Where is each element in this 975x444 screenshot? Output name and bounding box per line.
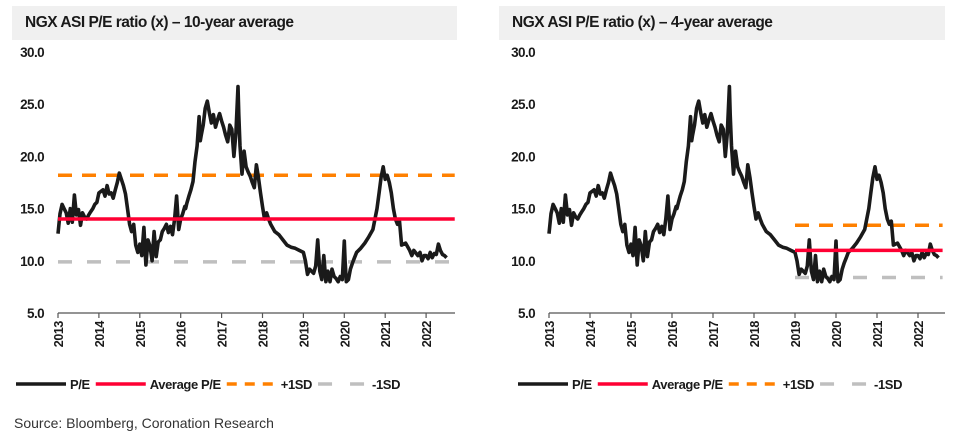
x-tick-label: 2018 <box>257 321 271 348</box>
y-tick-label: 20.0 <box>511 149 535 164</box>
source-note: Source: Bloomberg, Coronation Research <box>14 415 274 431</box>
legend-minus-1sd-label: -1SD <box>372 377 400 392</box>
x-tick-label: 2019 <box>789 321 803 348</box>
x-tick-label: 2019 <box>297 321 311 348</box>
y-tick-label: 25.0 <box>511 97 535 112</box>
legend-average-pe-label: Average P/E <box>652 377 724 392</box>
x-tick-label: 2021 <box>379 321 393 348</box>
y-tick-label: 30.0 <box>20 45 44 60</box>
y-tick-label: 5.0 <box>27 306 44 321</box>
chart-panel-4-year: 30.0 25.0 20.0 15.0 10.0 5.0 2013 2014 2015 2016 2… <box>511 45 945 392</box>
pe-series-line <box>56 84 448 284</box>
y-tick-label: 5.0 <box>518 306 535 321</box>
legend-plus-1sd-label: +1SD <box>281 377 312 392</box>
x-tick-label: 2017 <box>216 321 230 348</box>
x-tick-label: 2020 <box>338 321 352 348</box>
y-tick-label: 10.0 <box>511 254 535 269</box>
x-tick-label: 2020 <box>830 321 844 348</box>
y-tick-label: 10.0 <box>20 254 44 269</box>
legend-average-pe-label: Average P/E <box>150 377 222 392</box>
x-tick-label: 2016 <box>666 321 680 348</box>
x-tick-label: 2021 <box>871 321 885 348</box>
x-tick-label: 2017 <box>707 321 721 348</box>
legend-minus-1sd-label: -1SD <box>874 377 902 392</box>
chart-title-10-year: NGX ASI P/E ratio (x) – 10-year average <box>12 6 457 40</box>
x-tick-label: 2016 <box>175 321 189 348</box>
chart-title-4-year: NGX ASI P/E ratio (x) – 4-year average <box>499 6 945 40</box>
x-tick-label: 2018 <box>748 321 762 348</box>
y-tick-label: 25.0 <box>20 97 44 112</box>
y-tick-label: 20.0 <box>20 149 44 164</box>
y-tick-label: 15.0 <box>511 202 535 217</box>
legend-pe-label: P/E <box>70 377 90 392</box>
x-tick-label: 2015 <box>625 321 639 348</box>
y-tick-label: 15.0 <box>20 202 44 217</box>
x-tick-label: 2014 <box>93 321 107 348</box>
y-tick-label: 30.0 <box>511 45 535 60</box>
x-tick-label: 2014 <box>584 321 598 348</box>
x-tick-label: 2015 <box>134 321 148 348</box>
x-tick-label: 2022 <box>912 321 926 348</box>
legend-plus-1sd-label: +1SD <box>783 377 814 392</box>
x-tick-label: 2022 <box>420 321 434 348</box>
x-tick-label: 2013 <box>52 321 66 348</box>
pe-series-line <box>547 84 940 284</box>
chart-panel-10-year: 30.0 25.0 20.0 15.0 10.0 5.0 2013 2014 2015 2016 2… <box>16 45 455 392</box>
x-tick-label: 2013 <box>543 321 557 348</box>
legend-pe-label: P/E <box>572 377 592 392</box>
